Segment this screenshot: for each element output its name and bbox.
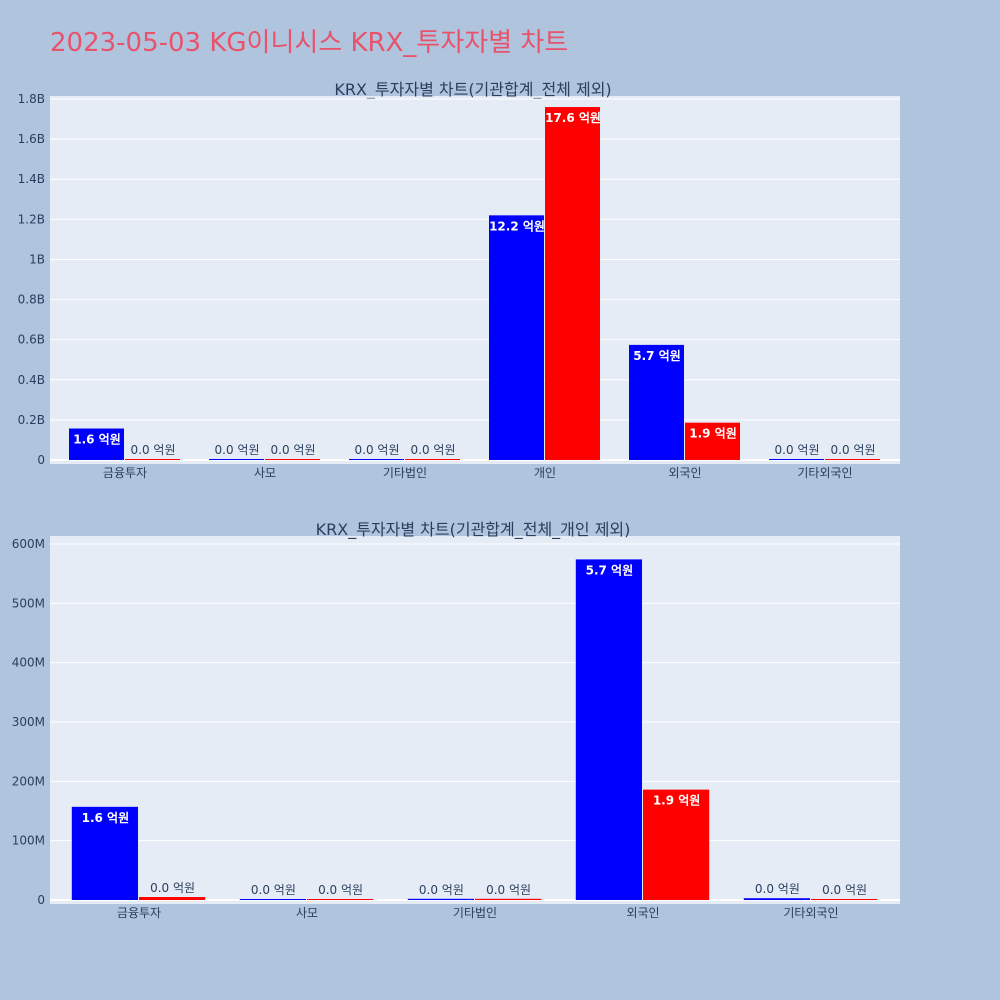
bar bbox=[407, 898, 474, 900]
data-label: 1.6 억원 bbox=[82, 811, 130, 825]
bar bbox=[265, 459, 320, 460]
data-label: 0.0 억원 bbox=[251, 883, 296, 897]
investor-chart-excl-individual: KRX_투자자별 차트(기관합계_전체_개인 제외) 0 100M 200M 300M 4… bbox=[12, 520, 900, 920]
y-tick-label: 100M bbox=[12, 834, 45, 848]
data-label: 0.0 억원 bbox=[822, 883, 867, 897]
data-label: 0.0 억원 bbox=[271, 443, 316, 457]
bar bbox=[629, 344, 684, 460]
data-label: 0.0 억원 bbox=[131, 443, 176, 457]
x-tick-label: 금융투자 bbox=[117, 906, 161, 920]
data-label: 1.9 억원 bbox=[689, 427, 737, 441]
bar bbox=[769, 459, 824, 460]
data-label: 0.0 억원 bbox=[775, 443, 820, 457]
bar bbox=[209, 459, 264, 460]
data-label: 12.2 억원 bbox=[489, 219, 545, 233]
y-tick-label: 600M bbox=[12, 537, 45, 551]
x-tick-label: 기타법인 bbox=[383, 466, 427, 480]
data-label: 0.0 억원 bbox=[411, 443, 456, 457]
bar bbox=[643, 789, 710, 900]
x-tick-label: 금융투자 bbox=[103, 466, 147, 480]
bar bbox=[349, 459, 404, 460]
y-tick-label: 200M bbox=[12, 774, 45, 788]
data-label: 5.7 억원 bbox=[586, 563, 634, 577]
y-tick-label: 1.6B bbox=[18, 132, 45, 146]
data-label: 0.0 억원 bbox=[831, 443, 876, 457]
bar bbox=[239, 899, 306, 900]
bar bbox=[405, 459, 460, 460]
data-label: 0.0 억원 bbox=[419, 883, 464, 897]
bar bbox=[475, 898, 542, 900]
bar bbox=[545, 107, 600, 460]
x-tick-label: 외국인 bbox=[668, 466, 701, 480]
x-tick-label: 사모 bbox=[254, 466, 276, 480]
y-tick-label: 500M bbox=[12, 596, 45, 610]
data-label: 5.7 억원 bbox=[633, 349, 681, 363]
y-tick-label: 0 bbox=[37, 453, 45, 467]
y-tick-label: 300M bbox=[12, 715, 45, 729]
bar bbox=[307, 899, 374, 900]
data-label: 17.6 억원 bbox=[545, 111, 601, 125]
x-tick-label: 기타법인 bbox=[453, 906, 497, 920]
bar bbox=[825, 459, 880, 460]
y-tick-label: 0 bbox=[37, 893, 45, 907]
chart-title: KRX_투자자별 차트(기관합계_전체_개인 제외) bbox=[316, 520, 631, 540]
bar bbox=[743, 898, 810, 900]
chart-title: KRX_투자자별 차트(기관합계_전체 제외) bbox=[334, 80, 611, 100]
data-label: 0.0 억원 bbox=[355, 443, 400, 457]
plot-area bbox=[50, 96, 900, 464]
x-tick-label: 기타외국인 bbox=[783, 906, 838, 920]
y-tick-label: 0.2B bbox=[18, 413, 45, 427]
data-label: 1.9 억원 bbox=[653, 794, 701, 808]
page-title: 2023-05-03 KG이니시스 KRX_투자자별 차트 bbox=[50, 28, 569, 58]
y-tick-label: 400M bbox=[12, 656, 45, 670]
x-tick-label: 기타외국인 bbox=[797, 466, 852, 480]
investor-chart-all: KRX_투자자별 차트(기관합계_전체 제외) 0 0.2B 0.4B 0.6B 0.8B… bbox=[18, 80, 900, 480]
bar bbox=[71, 806, 138, 900]
data-label: 0.0 억원 bbox=[318, 883, 363, 897]
y-tick-label: 0.4B bbox=[18, 373, 45, 387]
data-label: 1.6 억원 bbox=[73, 433, 121, 447]
y-tick-label: 0.8B bbox=[18, 293, 45, 307]
x-tick-label: 개인 bbox=[534, 466, 556, 480]
bar bbox=[575, 559, 642, 900]
y-tick-label: 0.6B bbox=[18, 333, 45, 347]
bar bbox=[811, 899, 878, 900]
plot-area bbox=[50, 536, 900, 904]
y-tick-label: 1B bbox=[29, 252, 45, 266]
data-label: 0.0 억원 bbox=[755, 882, 800, 896]
x-tick-label: 사모 bbox=[296, 906, 318, 920]
y-tick-label: 1.8B bbox=[18, 92, 45, 106]
bar bbox=[489, 215, 544, 460]
bar bbox=[685, 422, 740, 460]
bar bbox=[69, 428, 124, 460]
bar bbox=[125, 458, 180, 460]
data-label: 0.0 억원 bbox=[150, 881, 195, 895]
bar bbox=[139, 897, 206, 900]
x-tick-label: 외국인 bbox=[626, 906, 659, 920]
data-label: 0.0 억원 bbox=[486, 883, 531, 897]
data-label: 0.0 억원 bbox=[215, 443, 260, 457]
y-tick-label: 1.2B bbox=[18, 212, 45, 226]
y-tick-label: 1.4B bbox=[18, 172, 45, 186]
